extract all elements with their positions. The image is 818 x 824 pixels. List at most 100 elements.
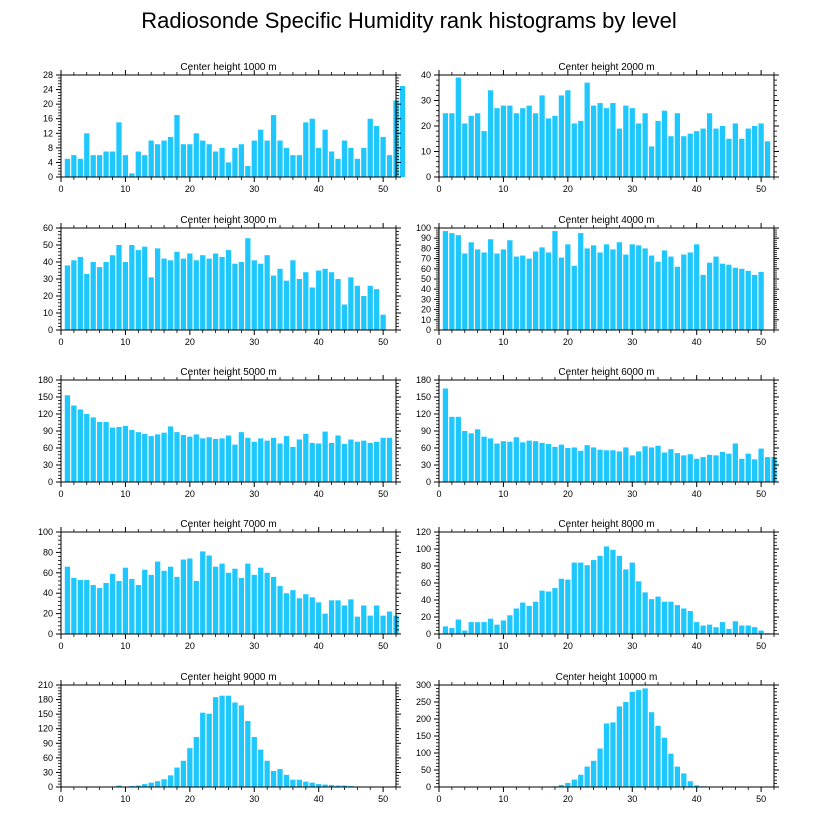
histogram-bar [206,713,212,787]
histogram-bar [129,578,135,634]
histogram-bar [303,272,309,330]
histogram-bar [532,251,539,330]
histogram-bar [167,566,174,634]
y-tick-label: 60 [421,578,431,588]
x-tick-label: 20 [185,337,195,347]
y-tick-label: 0 [48,629,53,639]
panel-title: Center height 7000 m [180,519,276,530]
y-tick-label: 90 [43,426,53,436]
y-tick-label: 20 [43,609,53,619]
histogram-bar [116,245,122,330]
histogram-bar [481,622,487,634]
histogram-bar [571,447,577,482]
histogram-bar [520,442,526,482]
y-tick-label: 50 [43,240,53,250]
histogram-bar [719,263,726,330]
y-tick-label: 0 [426,477,431,487]
y-tick-label: 150 [38,392,53,402]
histogram-bar [558,444,565,482]
x-tick-label: 30 [627,489,637,499]
panel-title: Center height 2000 m [558,62,654,73]
y-tick-label: 60 [43,223,53,233]
histogram-bar [597,103,603,177]
histogram-bar [264,760,270,787]
histogram-bar [507,615,513,634]
histogram-bar [578,562,584,634]
histogram-bar [77,158,83,177]
histogram-bar [687,611,693,634]
histogram-bar [361,147,367,177]
histogram-bar [116,122,122,177]
y-tick-label: 0 [48,477,53,487]
histogram-bar [623,702,629,787]
histogram-bar [462,630,468,634]
histogram-bar [116,580,122,634]
histogram-bar [623,254,629,330]
y-tick-label: 50 [421,274,431,284]
histogram-bar [386,437,393,482]
histogram-bar [648,255,655,330]
histogram-bar [348,277,354,330]
histogram-bar [135,585,141,634]
histogram-bar [713,455,719,482]
x-tick-label: 10 [498,489,508,499]
histogram-bar [142,246,148,330]
histogram-bar [700,274,706,330]
y-tick-label: 0 [48,172,53,182]
histogram-bar [354,616,360,634]
histogram-bar [687,252,693,330]
histogram-bar [726,453,732,482]
histogram-bar [487,239,494,330]
histogram-bar [455,77,461,177]
histogram-bar [309,118,315,177]
histogram-bar [264,572,270,634]
histogram-bar [449,233,455,330]
x-tick-label: 20 [185,794,195,804]
histogram-bar [578,450,584,482]
histogram-bar [180,434,187,482]
histogram-bar [328,151,335,177]
histogram-bar [90,262,96,330]
histogram-bar [309,597,315,634]
histogram-bar [354,285,360,330]
histogram-bar [655,261,661,330]
histogram-bar [303,433,309,482]
x-tick-label: 40 [314,489,324,499]
panel-title: Center height 1000 m [180,62,276,73]
histogram-bar [565,448,571,482]
histogram-bar [610,249,616,330]
histogram-bar [752,459,758,482]
histogram-bar [687,133,693,177]
histogram-bar [475,429,481,482]
histogram-bar [552,231,558,330]
histogram-bar [361,605,367,634]
histogram-bar [354,158,360,177]
histogram-bar [623,447,629,482]
histogram-bar [328,442,335,482]
histogram-bar [245,720,251,787]
histogram-bar [148,277,154,330]
histogram-bar [610,549,616,634]
histogram-bar [500,249,507,330]
histogram-bar [481,252,487,330]
histogram-bar [109,255,116,330]
x-tick-label: 30 [249,641,259,651]
histogram-bar [270,115,277,177]
histogram-bar [674,766,680,787]
histogram-bar [103,421,109,482]
histogram-bar [367,285,373,330]
histogram-bar [629,455,635,482]
histogram-bar [309,442,315,482]
histogram-bar [475,622,481,634]
histogram-bar [84,414,90,482]
x-tick-label: 40 [692,489,702,499]
histogram-bar [590,560,597,634]
y-tick-label: 30 [421,294,431,304]
histogram-bar [290,260,296,330]
histogram-bar [455,619,461,634]
histogram-bar [636,690,642,787]
histogram-bar [238,262,245,330]
histogram-bar [668,753,674,787]
histogram-bar [399,85,406,177]
chart-panel-3: Center height 3000 m 0 10 20 30 40 50 60 0 10 20 30… [43,215,401,347]
